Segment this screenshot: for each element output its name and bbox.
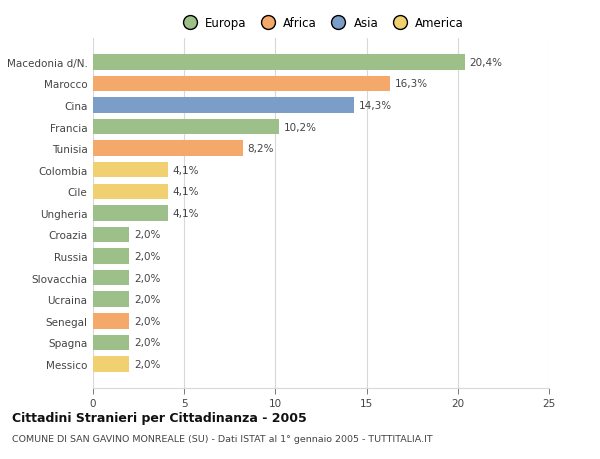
Bar — [93, 162, 168, 178]
Bar — [93, 227, 130, 243]
Bar — [93, 76, 391, 92]
Bar — [93, 206, 168, 221]
Bar — [93, 313, 130, 329]
Bar — [93, 270, 130, 286]
Text: COMUNE DI SAN GAVINO MONREALE (SU) - Dati ISTAT al 1° gennaio 2005 - TUTTITALIA.: COMUNE DI SAN GAVINO MONREALE (SU) - Dat… — [12, 434, 433, 443]
Text: 16,3%: 16,3% — [395, 79, 428, 89]
Bar — [93, 357, 130, 372]
Text: Cittadini Stranieri per Cittadinanza - 2005: Cittadini Stranieri per Cittadinanza - 2… — [12, 411, 307, 424]
Text: 2,0%: 2,0% — [134, 359, 160, 369]
Bar — [93, 184, 168, 200]
Text: 4,1%: 4,1% — [172, 208, 199, 218]
Bar — [93, 335, 130, 351]
Text: 4,1%: 4,1% — [172, 165, 199, 175]
Text: 2,0%: 2,0% — [134, 295, 160, 305]
Text: 4,1%: 4,1% — [172, 187, 199, 197]
Bar — [93, 98, 354, 113]
Text: 2,0%: 2,0% — [134, 338, 160, 347]
Text: 8,2%: 8,2% — [247, 144, 274, 154]
Bar — [93, 249, 130, 264]
Legend: Europa, Africa, Asia, America: Europa, Africa, Asia, America — [178, 17, 464, 30]
Bar — [93, 292, 130, 308]
Text: 2,0%: 2,0% — [134, 230, 160, 240]
Text: 2,0%: 2,0% — [134, 316, 160, 326]
Text: 2,0%: 2,0% — [134, 252, 160, 262]
Bar — [93, 141, 242, 157]
Bar — [93, 55, 465, 70]
Text: 2,0%: 2,0% — [134, 273, 160, 283]
Text: 14,3%: 14,3% — [358, 101, 392, 111]
Bar — [93, 119, 279, 135]
Text: 20,4%: 20,4% — [470, 58, 503, 67]
Text: 10,2%: 10,2% — [284, 122, 317, 132]
